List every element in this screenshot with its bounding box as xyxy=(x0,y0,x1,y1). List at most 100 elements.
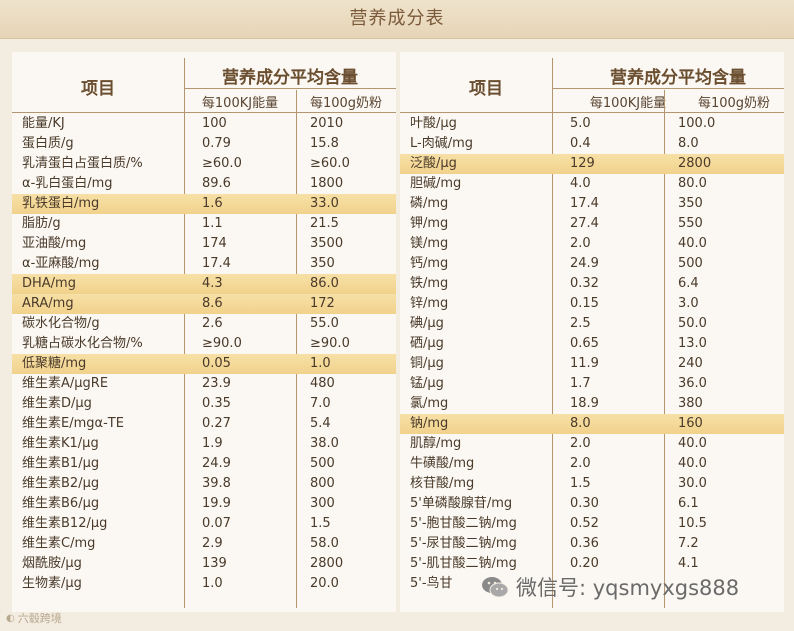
table-row: 维生素B1/μg 24.9 500 xyxy=(12,454,396,474)
value-per-powder: 55.0 xyxy=(310,316,339,331)
value-per-powder: 500 xyxy=(678,256,703,271)
table-row: 维生素D/μg 0.35 7.0 xyxy=(12,394,396,414)
nutrient-name: 铜/μg xyxy=(410,356,444,371)
left-rows: 能量/KJ 100 2010 蛋白质/g 0.79 15.8 乳清蛋白占蛋白质/% ≥60.0… xyxy=(12,114,396,594)
table-row: 叶酸/μg 5.0 100.0 xyxy=(400,114,784,134)
value-per-energy: 1.6 xyxy=(202,196,223,211)
header-divider xyxy=(184,88,396,89)
value-per-powder: 1.0 xyxy=(310,356,331,371)
value-per-powder: 172 xyxy=(310,296,335,311)
value-per-powder: 350 xyxy=(310,256,335,271)
value-per-energy: 24.9 xyxy=(202,456,231,471)
value-per-powder: 240 xyxy=(678,356,703,371)
nutrient-name: 5'-鸟甘 xyxy=(410,576,453,591)
value-per-energy: 5.0 xyxy=(570,116,591,131)
nutrient-name: 铁/mg xyxy=(410,276,449,291)
value-per-energy: 0.79 xyxy=(202,136,231,151)
table-row: 维生素B6/μg 19.9 300 xyxy=(12,494,396,514)
value-per-energy: 24.9 xyxy=(570,256,599,271)
nutrient-name: 钾/mg xyxy=(410,216,449,231)
nutrient-name: 叶酸/μg xyxy=(410,116,457,131)
header-divider xyxy=(552,88,784,89)
value-per-energy: 1.1 xyxy=(202,216,223,231)
table-row: 硒/μg 0.65 13.0 xyxy=(400,334,784,354)
value-per-powder: 8.0 xyxy=(678,136,699,151)
value-per-energy: 2.9 xyxy=(202,536,223,551)
value-per-energy: ≥60.0 xyxy=(202,156,242,171)
column-divider xyxy=(184,58,185,608)
nutrient-name: 低聚糖/mg xyxy=(22,356,87,371)
value-per-energy: 0.32 xyxy=(570,276,599,291)
nutrient-name: 维生素B1/μg xyxy=(22,456,100,471)
table-row: 胆碱/mg 4.0 80.0 xyxy=(400,174,784,194)
value-per-energy: 0.30 xyxy=(570,496,599,511)
value-per-powder: 350 xyxy=(678,196,703,211)
value-per-energy: 0.36 xyxy=(570,536,599,551)
table-row: 氯/mg 18.9 380 xyxy=(400,394,784,414)
table-row: 钾/mg 27.4 550 xyxy=(400,214,784,234)
nutrient-name: α-乳白蛋白/mg xyxy=(22,176,113,191)
table-row: 乳糖占碳水化合物/% ≥90.0 ≥90.0 xyxy=(12,334,396,354)
value-per-energy: 27.4 xyxy=(570,216,599,231)
value-per-powder: 10.5 xyxy=(678,516,707,531)
value-per-powder: 40.0 xyxy=(678,456,707,471)
table-row: 5'-鸟甘 xyxy=(400,574,784,594)
table-row: 核苷酸/mg 1.5 30.0 xyxy=(400,474,784,494)
nutrient-name: 肌醇/mg xyxy=(410,436,462,451)
table-row: 5'单磷酸腺苷/mg 0.30 6.1 xyxy=(400,494,784,514)
table-row: 铁/mg 0.32 6.4 xyxy=(400,274,784,294)
header-per-energy: 每100KJ能量 xyxy=(201,95,279,111)
table-row: 牛磺酸/mg 2.0 40.0 xyxy=(400,454,784,474)
table-row: 钙/mg 24.9 500 xyxy=(400,254,784,274)
value-per-powder: 2800 xyxy=(678,156,712,171)
table-row: 维生素K1/μg 1.9 38.0 xyxy=(12,434,396,454)
nutrient-name: 钙/mg xyxy=(410,256,449,271)
value-per-energy: 2.5 xyxy=(570,316,591,331)
value-per-powder: 21.5 xyxy=(310,216,339,231)
value-per-powder: 20.0 xyxy=(310,576,339,591)
header-group: 营养成分平均含量 xyxy=(222,67,358,88)
value-per-powder: 6.1 xyxy=(678,496,699,511)
page-title: 营养成分表 xyxy=(349,8,445,29)
nutrient-name: 5'单磷酸腺苷/mg xyxy=(410,496,513,511)
value-per-powder: 30.0 xyxy=(678,476,707,491)
value-per-powder: 100.0 xyxy=(678,116,716,131)
table-row: ARA/mg 8.6 172 xyxy=(12,294,396,314)
table-row: 维生素E/mgα-TE 0.27 5.4 xyxy=(12,414,396,434)
table-row: 磷/mg 17.4 350 xyxy=(400,194,784,214)
value-per-powder: 2800 xyxy=(310,556,344,571)
value-per-energy: 18.9 xyxy=(570,396,599,411)
value-per-powder: 86.0 xyxy=(310,276,339,291)
brand-logo-text: 六毂跨境 xyxy=(17,612,62,625)
value-per-energy: 1.5 xyxy=(570,476,591,491)
nutrient-name: 氯/mg xyxy=(410,396,449,411)
table-row: α-乳白蛋白/mg 89.6 1800 xyxy=(12,174,396,194)
value-per-powder: 13.0 xyxy=(678,336,707,351)
table-row: 镁/mg 2.0 40.0 xyxy=(400,234,784,254)
nutrient-name: 维生素C/mg xyxy=(22,536,96,551)
value-per-energy: 0.15 xyxy=(570,296,599,311)
value-per-powder: 36.0 xyxy=(678,376,707,391)
title-bar: 营养成分表 xyxy=(0,0,794,39)
value-per-powder: 33.0 xyxy=(310,196,339,211)
nutrient-name: 乳清蛋白占蛋白质/% xyxy=(22,156,143,171)
nutrient-name: 镁/mg xyxy=(410,236,449,251)
nutrient-name: 蛋白质/g xyxy=(22,136,74,151)
value-per-energy: 129 xyxy=(570,156,595,171)
table-row: 5'-胞甘酸二钠/mg 0.52 10.5 xyxy=(400,514,784,534)
table-row: 低聚糖/mg 0.05 1.0 xyxy=(12,354,396,374)
header-divider xyxy=(400,112,784,113)
value-per-energy: 17.4 xyxy=(202,256,231,271)
value-per-energy: 0.20 xyxy=(570,556,599,571)
table-row: 铜/μg 11.9 240 xyxy=(400,354,784,374)
table-row: 锰/μg 1.7 36.0 xyxy=(400,374,784,394)
nutrient-name: 维生素K1/μg xyxy=(22,436,99,451)
header-per-energy: 每100KJ能量 xyxy=(589,95,667,111)
header-item: 项目 xyxy=(469,78,503,99)
header-per-powder: 每100g奶粉 xyxy=(697,95,771,111)
table-row: 维生素A/μgRE 23.9 480 xyxy=(12,374,396,394)
header-per-powder: 每100g奶粉 xyxy=(309,95,383,111)
value-per-energy: 2.0 xyxy=(570,436,591,451)
value-per-energy: 0.52 xyxy=(570,516,599,531)
value-per-energy: 4.0 xyxy=(570,176,591,191)
